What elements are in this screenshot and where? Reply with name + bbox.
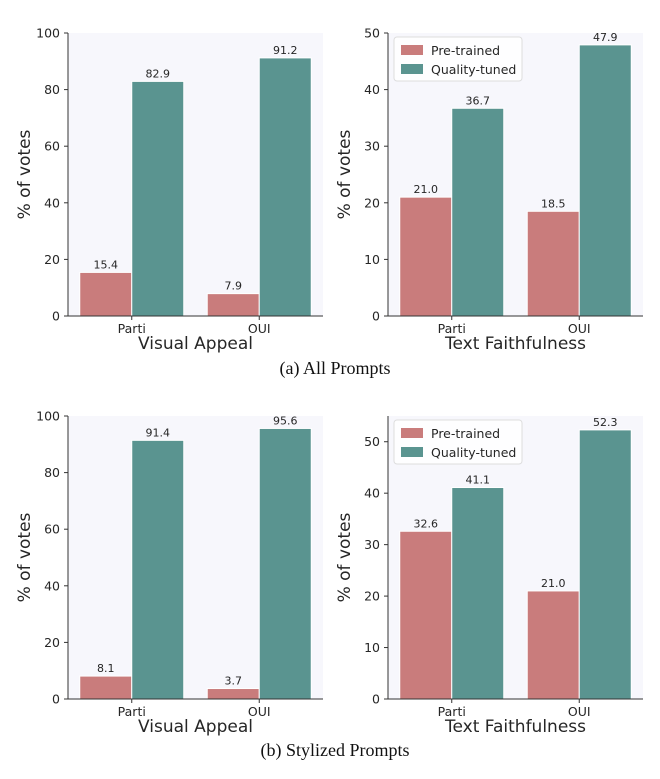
caption-a: (a) All Prompts — [280, 358, 391, 379]
bar-pretrained-oui — [206, 293, 260, 317]
data-label: 8.1 — [97, 662, 115, 675]
y-tick-label: 40 — [364, 82, 380, 97]
bar-quality-parti — [131, 80, 185, 317]
bar-pretrained-oui — [526, 590, 580, 700]
legend-entry-quality: Quality-tuned — [431, 62, 516, 77]
legend-entry-pretrained: Pre-trained — [431, 43, 500, 58]
data-label: 41.1 — [466, 474, 491, 487]
data-label: 91.4 — [146, 426, 171, 439]
y-tick-label: 0 — [372, 692, 380, 707]
y-tick-label: 50 — [364, 434, 380, 449]
chart-panel-b-left: 8.1 3.7 91.4 95.6 0 20 40 60 80 100 Parti OUIVisual… — [15, 409, 323, 737]
y-tick-label: 0 — [372, 309, 380, 324]
legend-swatch-pretrained — [401, 428, 423, 438]
data-label: 95.6 — [273, 414, 298, 427]
chart-panel-a-left: 15.4 7.9 82.9 91.2 0 20 40 60 80 100 Parti OUIVisua… — [15, 26, 323, 354]
y-axis-label: % of votes — [15, 129, 35, 219]
y-tick-label: 20 — [44, 635, 60, 650]
x-tick-label: Parti — [118, 704, 146, 719]
bar-pretrained-parti — [399, 530, 453, 700]
data-label: 36.7 — [466, 94, 491, 107]
y-tick-label: 40 — [364, 486, 380, 501]
bar-quality-oui — [258, 57, 312, 317]
x-tick-label: OUI — [568, 321, 591, 336]
y-tick-label: 0 — [52, 692, 60, 707]
x-tick-label: Parti — [438, 704, 466, 719]
y-tick-label: 20 — [364, 589, 380, 604]
bar-quality-parti — [451, 107, 505, 317]
data-label: 15.4 — [94, 258, 119, 271]
y-axis-label: % of votes — [335, 512, 355, 602]
x-axis-label: Visual Appeal — [138, 717, 253, 737]
chart-panel-b-right: 32.6 21.0 41.1 52.3 0 10 20 30 40 50 Parti OUIText … — [335, 416, 643, 737]
data-label: 91.2 — [273, 44, 298, 57]
legend-swatch-quality — [401, 64, 423, 74]
y-tick-label: 30 — [364, 139, 380, 154]
data-label: 18.5 — [541, 197, 566, 210]
y-axis-label: % of votes — [15, 512, 35, 602]
bar-pretrained-parti — [399, 196, 453, 317]
legend-entry-quality: Quality-tuned — [431, 445, 516, 460]
legend-box — [393, 36, 523, 82]
bar-quality-parti — [451, 487, 505, 700]
bar-pretrained-oui — [526, 210, 580, 317]
y-axis-label: % of votes — [335, 129, 355, 219]
legend-swatch-quality — [401, 447, 423, 457]
data-label: 3.7 — [225, 675, 243, 688]
bar-pretrained-parti — [79, 271, 133, 317]
legend-entry-pretrained: Pre-trained — [431, 426, 500, 441]
y-tick-label: 100 — [36, 26, 60, 41]
x-tick-label: Parti — [438, 321, 466, 336]
bar-quality-oui — [578, 429, 632, 700]
x-tick-label: OUI — [248, 321, 271, 336]
legend-swatch-pretrained — [401, 45, 423, 55]
legend-box — [393, 419, 523, 465]
data-label: 21.0 — [414, 183, 439, 196]
y-tick-label: 0 — [52, 309, 60, 324]
y-tick-label: 40 — [44, 578, 60, 593]
data-label: 7.9 — [225, 280, 243, 293]
y-tick-label: 10 — [364, 252, 380, 267]
chart-panel-a-right: 21.0 18.5 36.7 47.9 0 10 20 30 40 50 Parti OUIText … — [335, 26, 643, 354]
x-axis-label: Text Faithfulness — [444, 717, 586, 737]
x-axis-label: Visual Appeal — [138, 334, 253, 354]
y-tick-label: 60 — [44, 522, 60, 537]
y-tick-label: 30 — [364, 537, 380, 552]
y-tick-label: 20 — [44, 252, 60, 267]
y-tick-label: 80 — [44, 465, 60, 480]
bar-pretrained-oui — [206, 688, 260, 700]
x-axis-label: Text Faithfulness — [444, 334, 586, 354]
bar-quality-oui — [258, 427, 312, 700]
data-label: 52.3 — [593, 416, 618, 429]
y-tick-label: 80 — [44, 82, 60, 97]
y-tick-label: 50 — [364, 26, 380, 41]
caption-b: (b) Stylized Prompts — [261, 740, 410, 761]
y-tick-label: 100 — [36, 409, 60, 424]
x-tick-label: Parti — [118, 321, 146, 336]
bar-quality-oui — [578, 44, 632, 317]
x-tick-label: OUI — [568, 704, 591, 719]
x-tick-label: OUI — [248, 704, 271, 719]
bar-pretrained-parti — [79, 675, 133, 700]
data-label: 32.6 — [414, 517, 439, 530]
data-label: 21.0 — [541, 577, 566, 590]
y-tick-label: 20 — [364, 195, 380, 210]
y-tick-label: 60 — [44, 139, 60, 154]
data-label: 82.9 — [146, 67, 171, 80]
data-label: 47.9 — [593, 31, 618, 44]
y-tick-label: 10 — [364, 640, 380, 655]
bar-quality-parti — [131, 439, 185, 700]
y-tick-label: 40 — [44, 195, 60, 210]
